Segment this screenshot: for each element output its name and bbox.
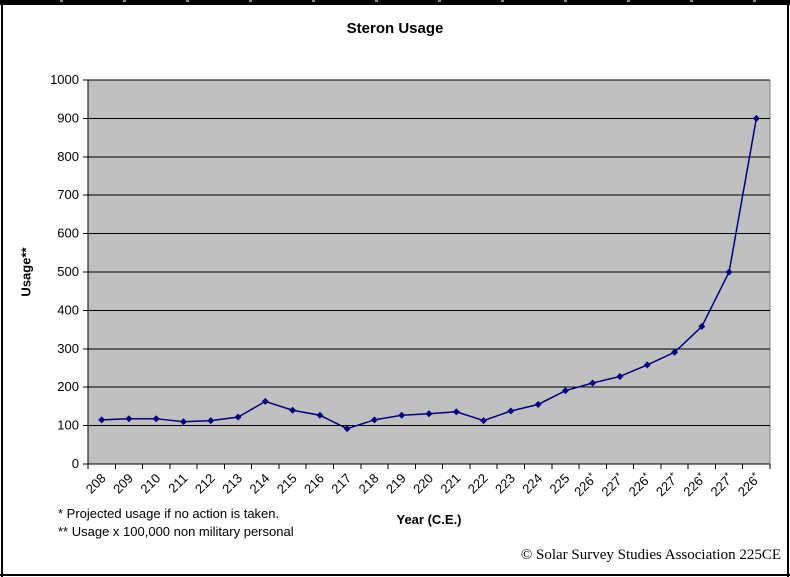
x-tick-label: 212 <box>192 471 218 497</box>
chart-title: Steron Usage <box>346 20 444 37</box>
y-tick-label: 300 <box>57 341 79 356</box>
data-point-marker <box>480 417 488 425</box>
data-point-marker <box>534 400 542 408</box>
data-point-marker <box>179 418 187 426</box>
x-tick-label: 211 <box>165 471 190 496</box>
x-tick-label: 214 <box>246 471 272 497</box>
data-point-marker <box>289 406 297 414</box>
x-tick-label: 220 <box>410 471 436 497</box>
data-point-marker <box>698 323 706 331</box>
footnotes: * Projected usage if no action is taken.… <box>58 505 294 541</box>
y-axis-title: Usage** <box>18 247 34 297</box>
y-tick-label: 800 <box>57 149 79 164</box>
y-tick-label: 200 <box>57 379 79 394</box>
frame-left-border <box>1 5 3 577</box>
x-tick-label: 209 <box>110 471 136 497</box>
frame-top-bar <box>0 0 790 5</box>
data-point-marker <box>671 348 679 356</box>
x-tick-label: 213 <box>219 471 245 497</box>
footnote-projected: * Projected usage if no action is taken. <box>58 506 280 521</box>
x-tick-label: 216 <box>301 471 327 497</box>
copyright-notice: © Solar Survey Studies Association 225CE <box>520 547 781 563</box>
x-tick-label: 227* <box>598 470 627 499</box>
x-tick-label: 226* <box>571 470 600 499</box>
data-point-marker <box>261 397 269 405</box>
data-point-marker <box>425 410 433 418</box>
data-point-marker <box>343 425 351 433</box>
y-tick-label: 500 <box>57 264 79 279</box>
x-tick-label: 215 <box>274 471 300 497</box>
y-tick-label: 1000 <box>50 72 79 87</box>
data-point-marker <box>725 268 733 276</box>
data-point-marker <box>234 413 242 421</box>
x-tick-label: 226* <box>680 470 709 499</box>
y-tick-label: 600 <box>57 226 79 241</box>
y-tick-label: 400 <box>57 302 79 317</box>
x-tick-label: 219 <box>383 471 409 497</box>
data-point-marker <box>125 415 133 423</box>
x-tick-label: 217 <box>328 471 354 497</box>
data-point-marker <box>589 379 597 387</box>
y-tick-label: 0 <box>72 456 79 471</box>
x-tick-label: 226* <box>626 470 655 499</box>
data-point-marker <box>752 114 760 122</box>
data-point-marker <box>616 372 624 380</box>
data-point-marker <box>152 415 160 423</box>
x-tick-label: 221 <box>437 471 463 497</box>
x-tick-label: 222 <box>465 471 491 497</box>
data-point-marker <box>561 387 569 395</box>
x-tick-label: 225 <box>547 471 573 497</box>
data-point-marker <box>370 416 378 424</box>
data-point-marker <box>207 417 215 425</box>
data-point-marker <box>316 411 324 419</box>
x-tick-label: 226* <box>735 470 764 499</box>
x-tick-label: 208 <box>83 471 109 497</box>
footnote-usage-scale: ** Usage x 100,000 non military personal <box>58 524 294 539</box>
x-tick-label: 224 <box>519 471 545 497</box>
data-point-marker <box>452 408 460 416</box>
data-point-marker <box>398 411 406 419</box>
data-point-marker <box>98 416 106 424</box>
x-tick-label: 227* <box>707 470 736 499</box>
x-tick-label: 218 <box>356 471 382 497</box>
x-tick-label: 223 <box>492 471 518 497</box>
data-point-marker <box>507 407 515 415</box>
y-tick-label: 700 <box>57 187 79 202</box>
y-tick-label: 100 <box>57 418 79 433</box>
data-point-marker <box>643 361 651 369</box>
frame-right-border <box>787 5 789 577</box>
frame-bottom-border <box>0 574 790 576</box>
y-tick-label: 900 <box>57 110 79 125</box>
x-tick-label: 227* <box>653 470 682 499</box>
x-tick-label: 210 <box>137 471 163 497</box>
x-axis-title: Year (C.E.) <box>396 512 462 527</box>
